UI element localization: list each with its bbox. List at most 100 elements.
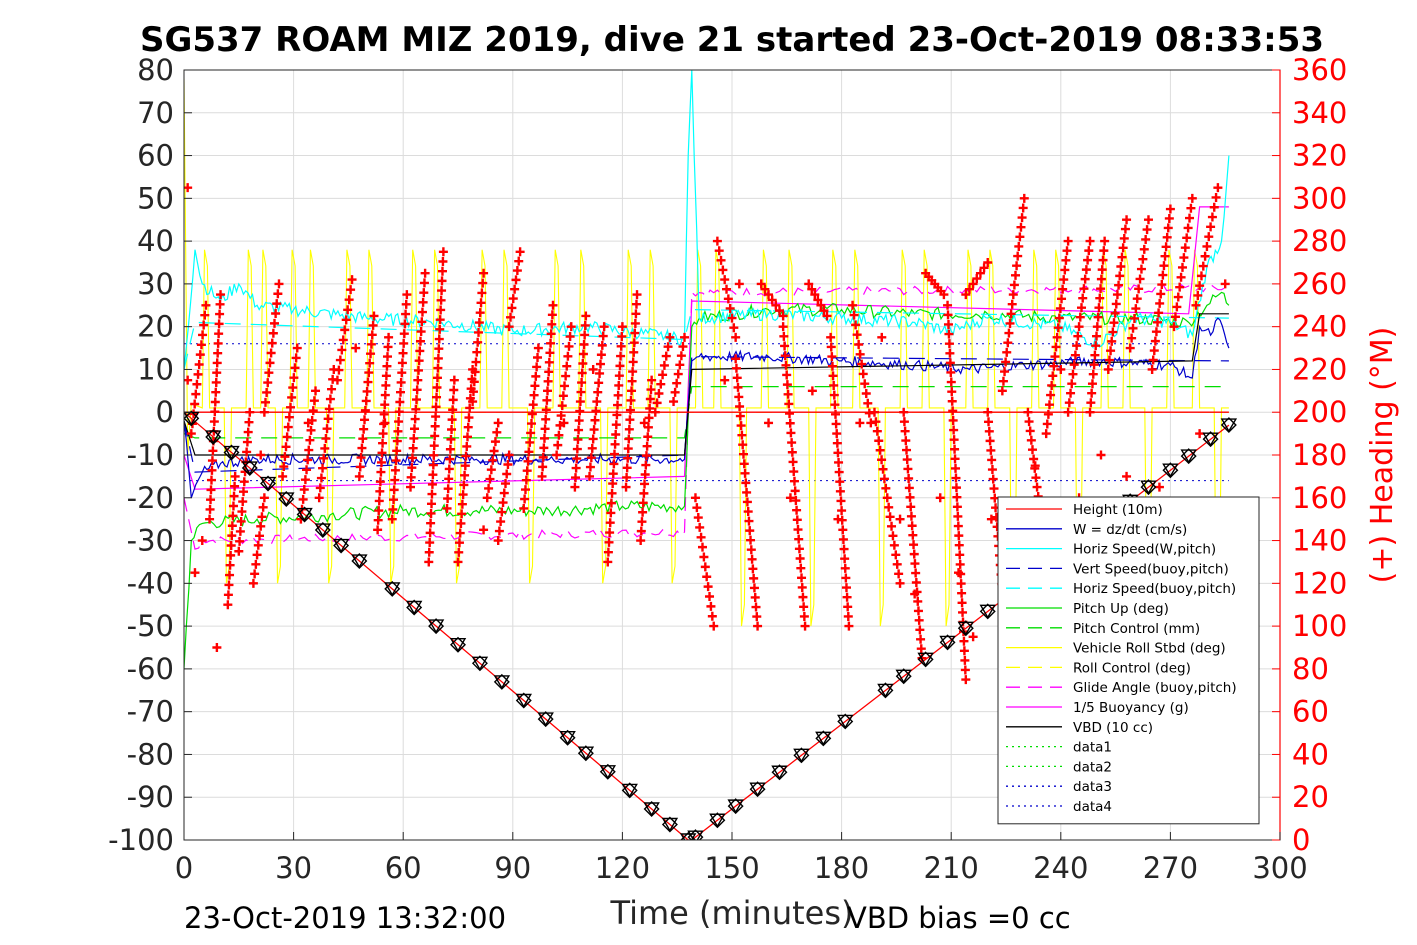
heading-point — [411, 395, 421, 405]
heading-point — [234, 546, 244, 556]
heading-point — [418, 297, 428, 307]
legend-entry: 1/5 Buoyancy (g) — [1073, 700, 1189, 716]
heading-point — [426, 518, 436, 528]
heading-point — [1150, 336, 1160, 346]
heading-point — [438, 256, 448, 266]
heading-point — [454, 538, 464, 548]
heading-point — [838, 525, 848, 535]
heading-point — [1031, 473, 1041, 483]
heading-point — [216, 290, 226, 300]
heading-point — [947, 387, 957, 397]
footer-date: 23-Oct-2019 13:32:00 — [184, 901, 506, 935]
heading-point — [214, 319, 224, 329]
heading-point — [258, 502, 268, 512]
chart-title: SG537 ROAM MIZ 2019, dive 21 started 23-… — [140, 20, 1324, 60]
heading-point — [447, 424, 457, 434]
heading-point — [1100, 236, 1110, 246]
heading-point — [643, 432, 653, 442]
heading-point — [672, 378, 682, 388]
depth-marker-diamond — [314, 522, 331, 539]
legend-entry: Height (10m) — [1073, 502, 1163, 518]
heading-point — [566, 322, 576, 332]
heading-point — [228, 501, 238, 511]
heading-point — [611, 430, 621, 440]
heading-point — [207, 456, 217, 466]
heading-point — [943, 310, 953, 320]
heading-point — [194, 360, 204, 370]
heading-point — [746, 545, 756, 555]
right-tick-label: 20 — [1292, 780, 1329, 814]
heading-point — [892, 559, 902, 569]
heading-point — [184, 375, 193, 385]
heading-point — [223, 600, 233, 610]
heading-point — [656, 379, 666, 389]
heading-point — [723, 294, 733, 304]
heading-point — [637, 517, 647, 527]
heading-point — [412, 385, 422, 395]
heading-point — [588, 364, 598, 374]
roll-series — [184, 78, 1229, 627]
heading-point — [1055, 303, 1065, 313]
heading-point — [442, 503, 452, 513]
depth-marker-triangle — [1220, 418, 1238, 433]
heading-point — [915, 625, 925, 635]
heading-point — [585, 462, 595, 472]
heading-point — [910, 589, 920, 599]
heading-point — [882, 493, 892, 503]
heading-point — [610, 439, 620, 449]
heading-point — [879, 474, 889, 484]
heading-point — [507, 303, 517, 313]
heading-point — [302, 465, 312, 475]
heading-point — [750, 592, 760, 602]
heading-point — [1087, 388, 1097, 398]
heading-point — [842, 592, 852, 602]
legend-entry: Glide Angle (buoy,pitch) — [1073, 680, 1237, 696]
heading-point — [1041, 429, 1051, 439]
heading-point — [190, 568, 200, 578]
heading-point — [1135, 274, 1145, 284]
heading-point — [380, 390, 390, 400]
heading-point — [788, 457, 798, 467]
heading-point — [413, 375, 423, 385]
heading-point — [587, 443, 597, 453]
depth-marker-triangle — [815, 731, 832, 746]
heading-point — [1075, 312, 1085, 322]
heading-point — [474, 327, 484, 337]
heading-point — [841, 583, 851, 593]
legend-entry: Horiz Speed(buoy,pitch) — [1073, 581, 1236, 597]
depth-marker-triangle — [223, 445, 240, 460]
heading-point — [903, 464, 913, 474]
heading-point — [1054, 313, 1064, 323]
heading-point — [1109, 318, 1119, 328]
heading-point — [1183, 223, 1193, 233]
heading-point — [366, 349, 376, 359]
heading-point — [428, 460, 438, 470]
heading-point — [1009, 280, 1019, 290]
heading-point — [646, 385, 656, 395]
left-tick-label: 50 — [137, 181, 174, 215]
heading-point — [1001, 357, 1011, 367]
depth-marker-diamond — [877, 682, 894, 699]
heading-point — [785, 418, 795, 428]
depth-marker-triangle — [537, 712, 554, 727]
heading-point — [460, 470, 470, 480]
heading-point — [315, 483, 325, 493]
left-tick-label: -30 — [127, 524, 174, 558]
heading-point — [289, 373, 299, 383]
heading-point — [351, 343, 361, 353]
heading-point — [242, 447, 252, 457]
right-tick-label: 160 — [1292, 481, 1347, 515]
heading-point — [1206, 222, 1216, 232]
x-tick-label: 270 — [1143, 851, 1198, 885]
heading-point — [692, 503, 702, 513]
right-tick-label: 140 — [1292, 524, 1347, 558]
heading-point — [855, 418, 865, 428]
heading-point — [813, 295, 823, 305]
heading-point — [432, 382, 442, 392]
heading-point — [284, 412, 294, 422]
heading-point — [1057, 294, 1067, 304]
heading-point — [1193, 290, 1203, 300]
heading-point — [1098, 255, 1108, 265]
heading-point — [1027, 445, 1037, 455]
heading-point — [306, 425, 316, 435]
